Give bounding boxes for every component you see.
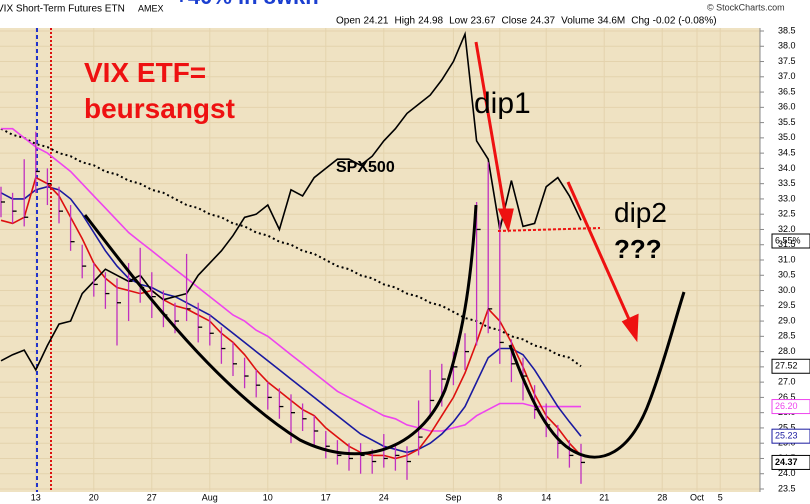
exchange: AMEX <box>138 3 164 13</box>
stat-label: Low <box>449 16 468 27</box>
change-box <box>771 233 810 249</box>
stat-value: -0.02 (-0.08%) <box>653 16 717 27</box>
x-tick-label: 13 <box>31 492 41 502</box>
stat-label: Volume <box>561 16 595 27</box>
y-tick-label: 25.5 <box>778 422 796 432</box>
line <box>0 185 582 454</box>
y-tick-label: 31.5 <box>778 239 796 249</box>
annotation: dip1 <box>474 87 531 120</box>
x-tick-label: 14 <box>541 492 551 502</box>
line <box>0 30 582 372</box>
x-tick-label: 8 <box>497 492 502 502</box>
y-tick-label: 33.0 <box>778 193 796 203</box>
annotation: beursangst <box>84 93 235 124</box>
x-tick-label: Oct <box>690 492 705 502</box>
x-tick-label: 20 <box>89 492 99 502</box>
last-value-box <box>771 428 810 444</box>
stat-label: Close <box>502 16 528 27</box>
line <box>0 127 582 368</box>
hand-drawn-curves <box>83 204 686 459</box>
y-tick-label: 37.0 <box>778 71 796 81</box>
y-tick-label: 30.0 <box>778 285 796 295</box>
x-tick-label: Sep <box>445 492 461 502</box>
last-value-label: 26.20 <box>775 401 798 411</box>
arrow-head <box>621 313 639 343</box>
marks <box>0 30 585 484</box>
y-tick-label: 26.5 <box>778 392 796 402</box>
x-tick-label: 28 <box>657 492 667 502</box>
y-tick-label: 28.5 <box>778 331 796 341</box>
y-tick-label: 27.0 <box>778 377 796 387</box>
stat-value: 23.67 <box>470 16 495 27</box>
y-tick-label: 23.5 <box>778 483 796 493</box>
last-value-label: 27.52 <box>775 361 798 371</box>
header-band <box>0 0 760 28</box>
y-tick-label: 33.5 <box>778 178 796 188</box>
stat-value: 24.21 <box>363 16 388 27</box>
last-price-label: 24.37 <box>775 457 798 467</box>
stat-label: High <box>395 16 416 27</box>
grid <box>0 28 764 492</box>
y-tick-label: 36.0 <box>778 102 796 112</box>
stat-value: 24.98 <box>418 16 443 27</box>
y-tick-label: 37.5 <box>778 56 796 66</box>
y-tick-label: 38.5 <box>778 25 796 35</box>
x-tick-label: Aug <box>202 492 218 502</box>
support-line <box>497 227 601 232</box>
y-tick-label: 29.5 <box>778 300 796 310</box>
arrow <box>566 181 634 327</box>
y-tick-label: 30.5 <box>778 270 796 280</box>
y-tick-label: 24.0 <box>778 468 796 478</box>
last-value-box <box>771 358 810 374</box>
title: VIX Short-Term Futures ETN <box>0 4 125 15</box>
headline: +40% in 8wkn <box>175 0 319 9</box>
y-tick-label: 31.0 <box>778 254 796 264</box>
last-price-box <box>771 454 810 470</box>
last-value-label: 25.23 <box>775 431 798 441</box>
x-tick-label: 24 <box>379 492 389 502</box>
line <box>1 127 581 432</box>
stat-label: Open <box>336 16 360 27</box>
x-tick-label: 5 <box>718 492 723 502</box>
stat-label: Chg <box>631 16 649 27</box>
last-value-box <box>771 399 810 415</box>
y-tick-label: 32.5 <box>778 209 796 219</box>
x-tick-label: 17 <box>321 492 331 502</box>
y-tick-label: 35.5 <box>778 117 796 127</box>
arrow <box>474 41 508 219</box>
y-tick-label: 34.5 <box>778 148 796 158</box>
y-tick-label: 32.0 <box>778 224 796 234</box>
stat-value: 24.37 <box>530 16 555 27</box>
y-tick-label: 38.0 <box>778 41 796 51</box>
change-label: 6.55% <box>775 235 801 245</box>
series-label: SPX500 <box>336 159 395 176</box>
arrows <box>474 41 639 343</box>
y-tick-label: 29.0 <box>778 315 796 325</box>
x-tick-label: 27 <box>147 492 157 502</box>
stats: Open 24.21 High 24.98 Low 23.67 Close 24.37 Volu… <box>336 16 717 27</box>
x-tick-label: 10 <box>263 492 273 502</box>
x-tick-label: 21 <box>599 492 609 502</box>
bowl-curve <box>83 204 478 456</box>
stat-value: 34.6M <box>597 16 625 27</box>
credit: © StockCharts.com <box>707 2 785 12</box>
y-tick-label: 35.0 <box>778 132 796 142</box>
annotation: VIX ETF= <box>84 57 206 88</box>
y-tick-label: 28.0 <box>778 346 796 356</box>
bowl-curve <box>508 291 686 459</box>
arrow-head <box>497 208 514 233</box>
annotation: ??? <box>614 234 662 264</box>
y-tick-label: 34.0 <box>778 163 796 173</box>
y-tick-label: 36.5 <box>778 86 796 96</box>
annotation: dip2 <box>614 197 667 228</box>
